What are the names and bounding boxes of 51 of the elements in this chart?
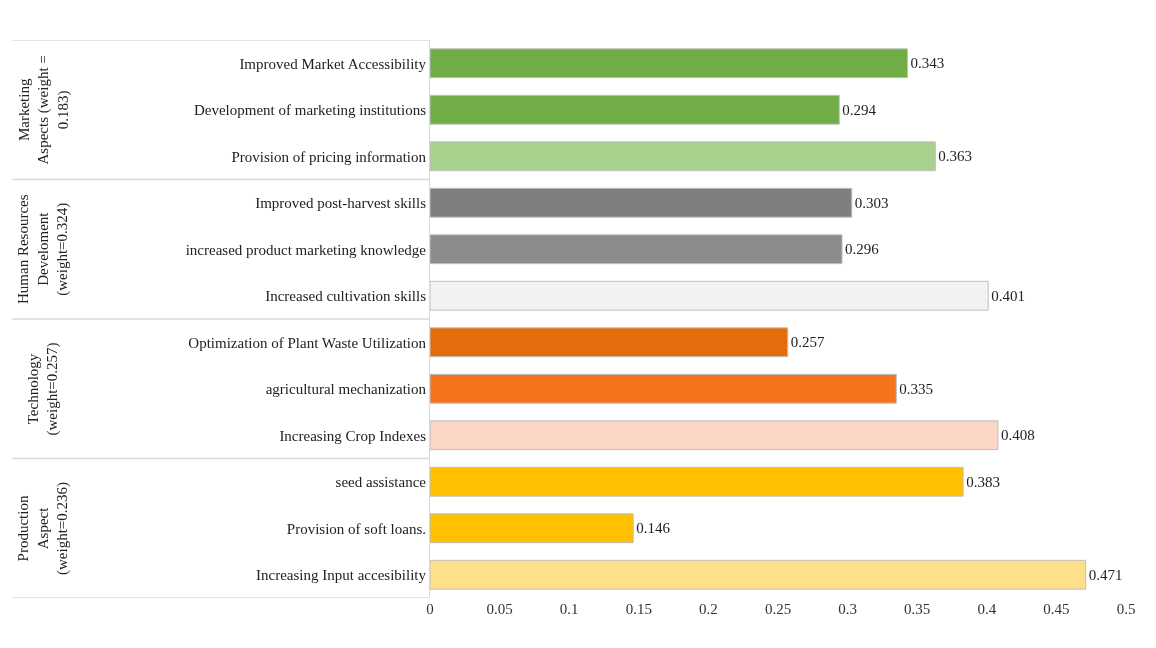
data-label: 0.383: [966, 473, 1000, 490]
y-tick-label: seed assistance: [335, 474, 427, 490]
x-tick-label: 0.35: [904, 601, 931, 617]
y-tick-label: Increased cultivation skills: [265, 288, 427, 304]
data-label: 0.363: [938, 148, 973, 165]
bar: [430, 48, 908, 79]
text: Production Aspect (weight=0.236): [15, 481, 72, 575]
y-tick-label: Increasing Input accesibility: [256, 567, 427, 583]
bar: [430, 559, 1087, 590]
x-tick-label: 0.25: [764, 601, 792, 617]
text: Marketing Aspects (weight = 0.183): [15, 55, 72, 165]
text: Technology (weight=0.257): [24, 342, 62, 436]
x-tick-label: 0.15: [625, 601, 652, 617]
y-tick-label: Provision of soft loans.: [286, 520, 426, 537]
bar: [430, 280, 989, 311]
bar: [430, 187, 853, 218]
y-tick-label: Development of marketing institutions: [193, 102, 427, 118]
y-tick-label: Improved post-harvest skills: [255, 195, 427, 211]
data-label: 0.296: [845, 241, 880, 258]
x-tick-label: 0.1: [559, 601, 579, 617]
bar: [430, 327, 789, 358]
x-tick-label: 0: [426, 601, 434, 617]
bar: [430, 466, 964, 497]
y-tick-label: agricultural mechanization: [265, 381, 427, 397]
bar: [430, 420, 999, 451]
data-label: 0.257: [790, 334, 825, 351]
data-label: 0.294: [842, 101, 877, 118]
bar: [430, 373, 897, 404]
x-tick-label: 0.2: [699, 601, 718, 617]
data-label: 0.335: [899, 380, 934, 397]
bar: [430, 141, 936, 172]
bar: [430, 234, 843, 265]
bar: [430, 513, 634, 544]
data-label: 0.471: [1088, 566, 1123, 583]
x-tick-label: 0.5: [1116, 601, 1136, 617]
x-tick-label: 0.4: [977, 601, 997, 617]
y-tick-label: Provision of pricing information: [231, 148, 427, 165]
x-tick-label: 0.45: [1043, 601, 1070, 617]
text: Human Resources Develoment (weight=0.324): [15, 194, 72, 304]
y-tick-label: Increasing Crop Indexes: [279, 427, 427, 444]
x-tick-label: 0.3: [838, 601, 857, 617]
y-tick-label: increased product marketing knowledge: [185, 241, 427, 258]
data-label: 0.146: [636, 520, 671, 537]
x-tick-label: 0.05: [486, 601, 513, 617]
data-label: 0.343: [910, 55, 945, 72]
y-tick-label: Improved Market Accessibility: [239, 55, 427, 72]
y-tick-label: Optimization of Plant Waste Utilization: [188, 334, 427, 351]
data-label: 0.401: [991, 287, 1025, 304]
bar: [430, 94, 840, 125]
data-label: 0.408: [1000, 427, 1035, 444]
data-label: 0.303: [854, 194, 889, 211]
